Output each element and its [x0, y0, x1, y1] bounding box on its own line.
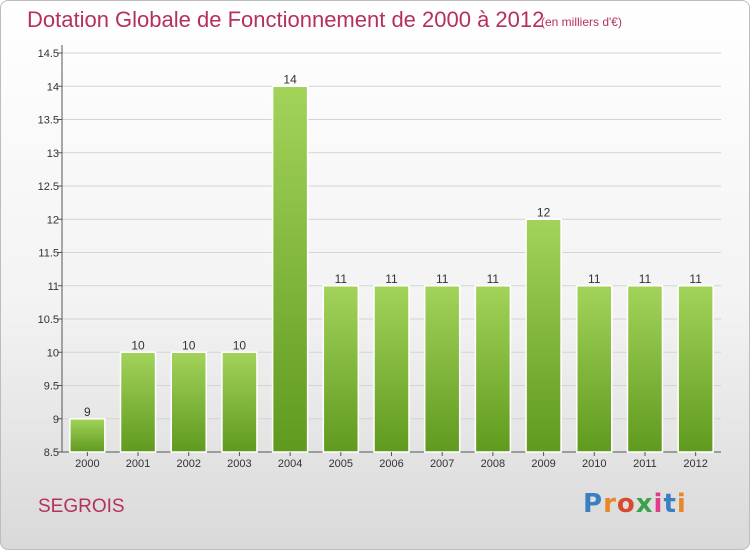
logo-letter: o: [616, 489, 636, 519]
y-tick-label: 13: [47, 148, 59, 160]
x-tick-label: 2004: [278, 458, 302, 470]
bar-value-label: 10: [131, 338, 145, 352]
commune-name: SEGROIS: [38, 496, 125, 517]
y-tick-label: 11.5: [38, 248, 59, 260]
y-tick-label: 12.5: [38, 181, 59, 193]
y-tick-label: 13.5: [38, 115, 59, 127]
logo-letter: r: [603, 489, 617, 519]
bar-value-label: 11: [436, 272, 449, 286]
x-tick-label: 2007: [430, 458, 454, 470]
x-tick-label: 2001: [126, 458, 150, 470]
bar: [474, 285, 512, 453]
x-tick-label: 2010: [582, 458, 606, 470]
x-tick-label: 2005: [329, 458, 353, 470]
bar-value-label: 12: [537, 205, 551, 219]
x-tick-label: 2012: [683, 458, 707, 470]
logo-letter: P: [583, 489, 604, 519]
bar-value-label: 11: [639, 272, 652, 286]
bar-value-label: 10: [233, 338, 247, 352]
x-tick-label: 2006: [379, 458, 403, 470]
bar: [626, 285, 664, 453]
bar: [119, 351, 157, 453]
bar: [322, 285, 360, 453]
bar: [373, 285, 410, 453]
x-tick-label: 2011: [633, 458, 657, 470]
logo-letter: t: [663, 489, 677, 519]
chart-subtitle: (en milliers d'€): [541, 15, 622, 29]
bar: [271, 85, 309, 453]
x-tick-label: 2008: [481, 458, 505, 470]
bar: [423, 285, 461, 453]
chart-title: Dotation Globale de Fonctionnement de 20…: [27, 7, 545, 32]
bar-value-label: 11: [487, 272, 500, 286]
x-tick-label: 2003: [227, 458, 251, 470]
y-tick-label: 14.5: [38, 48, 59, 60]
y-tick-label: 9.5: [44, 381, 59, 393]
bar: [576, 285, 613, 453]
y-tick-label: 11: [48, 281, 59, 293]
y-tick-label: 8.5: [44, 447, 59, 459]
bar-value-label: 9: [84, 405, 91, 419]
bar: [170, 351, 207, 453]
logo-letter: x: [635, 489, 654, 519]
bar-value-label: 10: [182, 338, 196, 352]
logo-letter: i: [653, 489, 664, 519]
proxiti-logo[interactable]: Proxiti: [583, 489, 687, 519]
y-tick-label: 10.5: [38, 314, 59, 326]
bar: [525, 218, 562, 453]
bar-value-label: 11: [335, 272, 348, 286]
y-tick-label: 14: [47, 81, 59, 93]
bar-value-label: 11: [385, 272, 398, 286]
bar-value-label: 14: [283, 72, 297, 86]
logo-letter: i: [676, 489, 687, 519]
bar: [677, 285, 714, 453]
bar: [69, 418, 106, 453]
bar-value-label: 11: [588, 272, 601, 286]
y-tick-label: 9: [53, 414, 59, 426]
bar-value-label: 11: [689, 272, 702, 286]
y-tick-label: 10: [47, 347, 59, 359]
bar: [221, 351, 258, 453]
y-tick-label: 12: [47, 214, 59, 226]
x-tick-label: 2009: [531, 458, 555, 470]
x-tick-label: 2000: [75, 458, 99, 470]
x-tick-label: 2002: [176, 458, 200, 470]
